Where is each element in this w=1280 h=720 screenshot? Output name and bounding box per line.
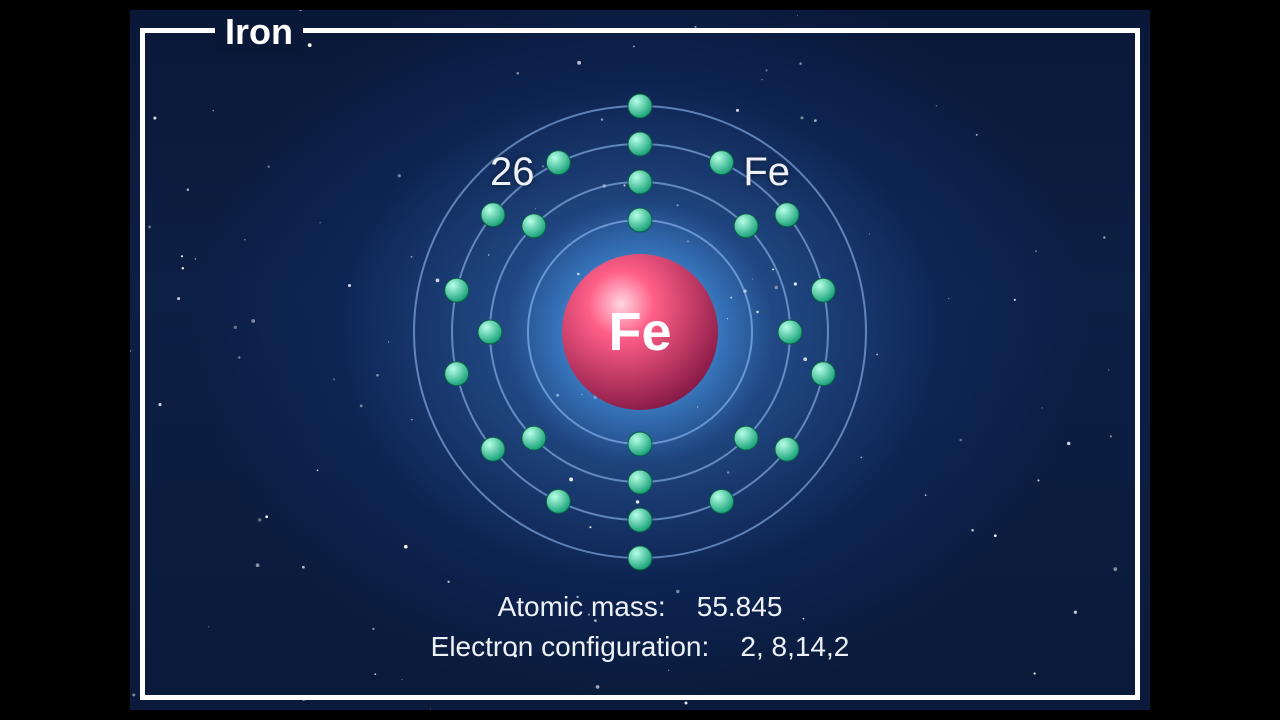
atomic-mass-label: Atomic mass: bbox=[498, 591, 666, 622]
atomic-mass-value: 55.845 bbox=[697, 591, 783, 622]
element-symbol-label: Fe bbox=[743, 150, 790, 195]
electron-config-value: 2, 8,14,2 bbox=[740, 631, 849, 662]
diagram-card: Fe Iron 26 Fe Atomic mass: 55.845 Electr… bbox=[130, 10, 1150, 710]
atomic-mass-row: Atomic mass: 55.845 bbox=[130, 587, 1150, 628]
info-block: Atomic mass: 55.845 Electron configurati… bbox=[130, 587, 1150, 668]
element-name: Iron bbox=[215, 11, 303, 53]
electron-config-row: Electron configuration: 2, 8,14,2 bbox=[130, 627, 1150, 668]
electron-config-label: Electron configuration: bbox=[431, 631, 710, 662]
atomic-number-label: 26 bbox=[490, 150, 535, 195]
